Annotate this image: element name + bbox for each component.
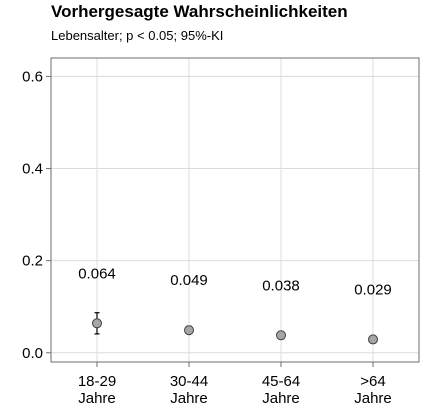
data-label: 0.064 xyxy=(78,265,116,282)
grid-lines xyxy=(51,58,419,362)
y-tick-label: 0.2 xyxy=(22,253,43,270)
y-tick-label: 0.6 xyxy=(22,68,43,85)
data-point xyxy=(184,325,194,336)
data-points xyxy=(92,318,378,345)
x-tick-label: 18-29 Jahre xyxy=(78,373,116,407)
data-point xyxy=(276,330,286,341)
chart-subtitle: Lebensalter; p < 0.05; 95%-KI xyxy=(51,28,224,43)
data-label: 0.038 xyxy=(262,277,300,294)
y-tick-label: 0.0 xyxy=(22,345,43,362)
data-point xyxy=(92,318,102,329)
y-tick-label: 0.4 xyxy=(22,161,43,178)
plot-frame xyxy=(50,57,420,363)
data-label: 0.049 xyxy=(170,272,208,289)
chart-title: Vorhergesagte Wahrscheinlichkeiten xyxy=(51,2,348,21)
x-tick-label: >64 Jahre xyxy=(354,373,392,407)
x-tick-label: 30-44 Jahre xyxy=(170,373,208,407)
error-bars xyxy=(94,312,376,344)
x-tick-label: 45-64 Jahre xyxy=(262,373,300,407)
axis-ticks: 0.0 0.2 0.4 0.6 18-29 Jahre 30-44 Jahre 45-64 Jah… xyxy=(22,68,392,407)
data-labels: 0.064 0.049 0.038 0.029 xyxy=(78,265,392,298)
data-point xyxy=(368,334,378,345)
data-label: 0.029 xyxy=(354,281,392,298)
